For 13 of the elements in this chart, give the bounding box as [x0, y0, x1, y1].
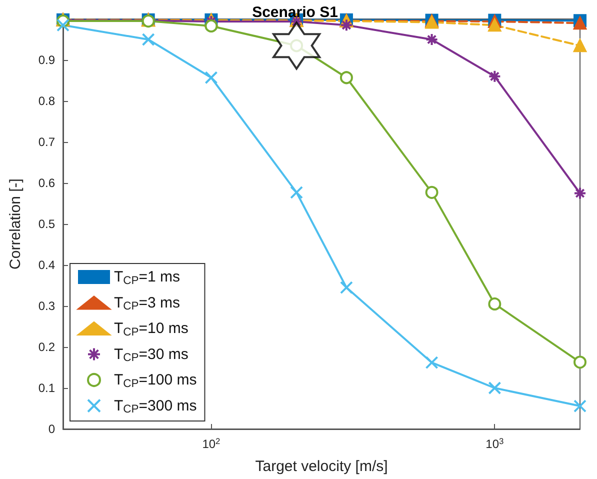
y-tick-label: 0.1 — [38, 381, 56, 395]
y-tick-label: 0.3 — [38, 299, 56, 313]
y-tick-label: 0.9 — [38, 53, 56, 67]
y-axis-title: Correlation [-] — [7, 178, 24, 270]
y-tick-label: 0.8 — [38, 94, 56, 108]
y-tick-label: 0.6 — [38, 176, 56, 190]
y-tick-label: 0.7 — [38, 135, 56, 149]
y-tick-label: 0 — [48, 422, 56, 436]
y-tick-label: 0.2 — [38, 340, 56, 354]
x-axis-title: Target velocity [m/s] — [255, 458, 388, 475]
chart-title: Scenario S1 — [252, 4, 338, 21]
y-tick-label: 0.5 — [38, 217, 56, 231]
y-tick-label: 0.4 — [38, 258, 56, 272]
